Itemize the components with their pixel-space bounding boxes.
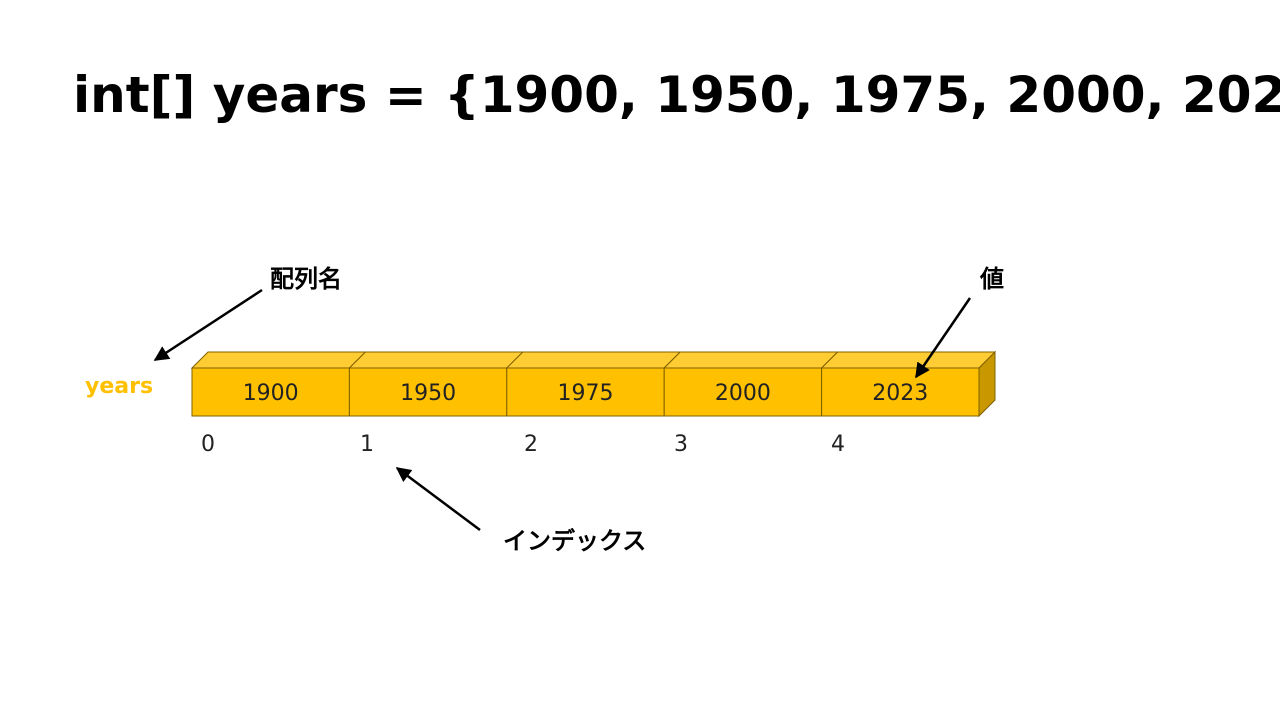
array: 1900 1950 1975 2000 2023 bbox=[190, 350, 997, 418]
index-label: 3 bbox=[674, 432, 688, 457]
index-label: 1 bbox=[360, 432, 374, 457]
arrow bbox=[395, 466, 481, 532]
array-name: years bbox=[85, 374, 153, 399]
cell bbox=[348, 367, 508, 417]
arrow bbox=[914, 297, 972, 379]
callout-value: 値 bbox=[979, 265, 1004, 293]
index-label: 2 bbox=[524, 432, 538, 457]
cell-top bbox=[820, 351, 997, 369]
cell bbox=[663, 367, 823, 417]
array-side bbox=[978, 350, 996, 418]
cell-top bbox=[190, 351, 367, 369]
cell bbox=[821, 367, 980, 417]
callout-index: インデックス bbox=[503, 527, 646, 555]
cell-value: 1975 bbox=[558, 381, 614, 406]
index-label: 4 bbox=[831, 432, 845, 457]
cell-value: 1950 bbox=[400, 381, 456, 406]
cell bbox=[191, 367, 350, 417]
callout-name: 配列名 bbox=[270, 265, 342, 293]
cell-top bbox=[505, 351, 682, 369]
cell-value: 1900 bbox=[243, 381, 299, 406]
title: int[] years = {1900, 1950, 1975, 2000, 2… bbox=[73, 66, 1280, 124]
cell-top bbox=[662, 351, 839, 369]
cell-value: 2000 bbox=[715, 381, 771, 406]
cell-value: 2023 bbox=[872, 381, 928, 406]
arrow bbox=[153, 288, 263, 362]
index-label: 0 bbox=[201, 432, 215, 457]
cell bbox=[506, 367, 665, 417]
cell-top bbox=[348, 351, 525, 369]
